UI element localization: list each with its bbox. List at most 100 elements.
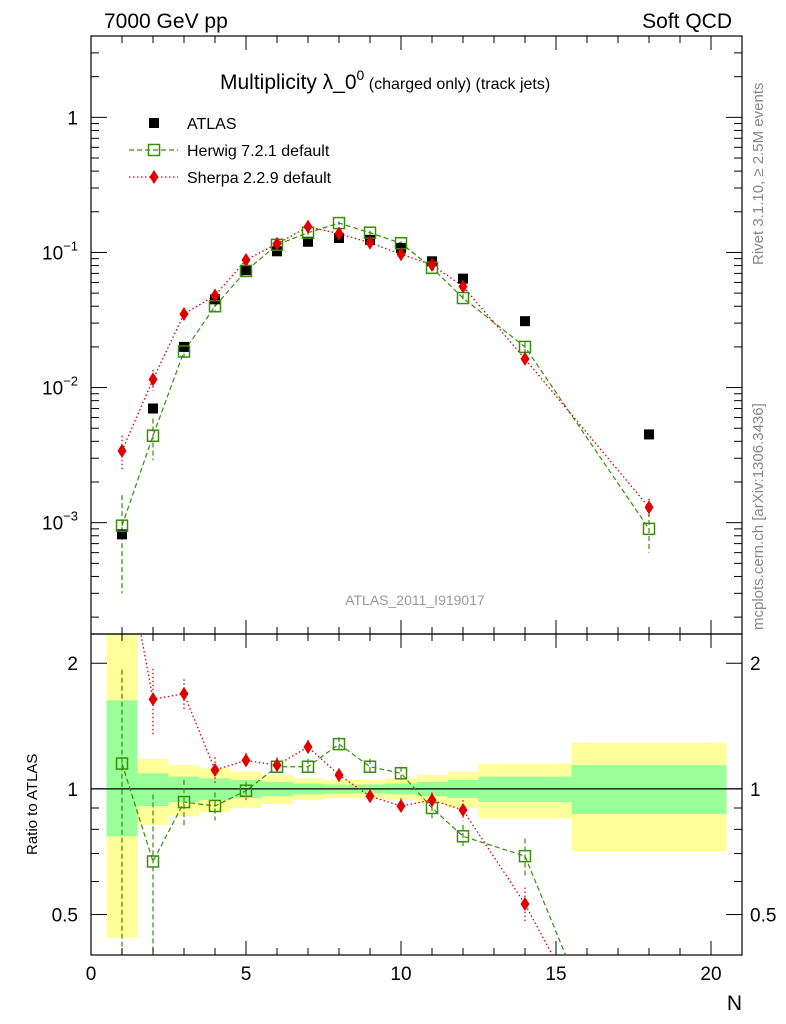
atlas-point (303, 236, 313, 247)
sherpa-point (148, 692, 158, 707)
herwig-point (146, 855, 160, 868)
sherpa-point (117, 443, 127, 458)
sherpa-point (272, 236, 282, 251)
y-tick-exp: −2 (63, 374, 78, 389)
band-inner (137, 773, 169, 806)
herwig-ratio-line (121, 743, 567, 955)
analysis-id: ATLAS_2011_I919017 (345, 592, 485, 608)
sherpa-point (210, 288, 220, 303)
title-sup: 0 (357, 67, 365, 83)
legend-atlas (149, 118, 159, 128)
herwig-point (239, 784, 253, 797)
sherpa-point (272, 758, 282, 773)
y-tick-base: 10 (42, 514, 63, 535)
sherpa-point (334, 226, 344, 241)
atlas-point (520, 316, 530, 327)
atlas-point (117, 529, 127, 540)
atlas-point (644, 429, 654, 440)
herwig-point (147, 143, 161, 157)
x-tick-label: 20 (700, 964, 721, 985)
x-tick-label: 0 (86, 964, 97, 985)
sherpa-point (179, 307, 189, 322)
atlas-point (179, 341, 189, 352)
y-tick-exp: −3 (63, 509, 78, 524)
y-tick-label: 10−1 (42, 238, 78, 264)
mc-lines (121, 221, 650, 955)
sherpa-point (241, 252, 251, 267)
ratio-y-tick-label-right: 1 (750, 780, 761, 801)
ratio-markers (115, 686, 593, 1024)
legend: ATLAS Herwig 7.2.1 default Sherpa 2.2.9 … (129, 116, 332, 187)
sherpa-point (427, 257, 437, 272)
y-tick-base: 10 (42, 379, 63, 400)
herwig-line (121, 222, 650, 530)
ratio-ylabel: Ratio to ATLAS (24, 754, 41, 855)
sherpa-point (583, 1013, 592, 1024)
band-inner (571, 765, 727, 815)
herwig-point (642, 522, 656, 536)
header-left: 7000 GeV pp (104, 10, 228, 33)
herwig-point (177, 345, 191, 358)
herwig-point (332, 737, 346, 751)
x-axis-label: N (727, 992, 742, 1015)
atlas-point (149, 118, 159, 128)
atlas-point (272, 246, 282, 257)
main-markers (115, 216, 656, 540)
mcplots-label: mcplots.cern.ch [arXiv:1306.3436] (750, 403, 767, 630)
sherpa-point (334, 767, 344, 782)
legend-label-atlas: ATLAS (187, 116, 237, 133)
y-tick-base: 10 (42, 243, 63, 264)
sherpa-point (365, 789, 375, 804)
herwig-point (363, 760, 377, 773)
herwig-point (394, 767, 408, 780)
sherpa-point (458, 279, 468, 294)
ratio-y-tick-label: 1 (67, 780, 78, 801)
header-right: Soft QCD (642, 10, 732, 33)
data-markers (115, 216, 656, 1024)
main-lines (121, 221, 650, 594)
y-tick-label: 1 (67, 108, 78, 129)
sherpa-line (121, 226, 650, 508)
sherpa-point (241, 753, 251, 768)
rivet-label: Rivet 3.1.10, ≥ 2.5M events (750, 83, 767, 266)
herwig-point (146, 429, 160, 442)
sherpa-point (396, 247, 406, 262)
sherpa-point (303, 739, 313, 754)
sherpa-point (303, 219, 313, 234)
title-main: Multiplicity λ_0 (220, 71, 357, 94)
x-tick-label: 5 (241, 964, 252, 985)
sherpa-point (149, 170, 159, 184)
herwig-point (582, 1002, 593, 1013)
y-tick-exp: −1 (63, 238, 78, 253)
atlas-point (148, 403, 158, 414)
sherpa-point (148, 372, 158, 387)
sherpa-point (458, 803, 468, 818)
sherpa-point (396, 798, 406, 813)
ratio-lines (121, 634, 567, 955)
legend-herwig (129, 143, 178, 157)
sherpa-point (179, 686, 189, 701)
axes-frames (90, 35, 743, 956)
main-title: Multiplicity λ_00 (charged only) (track … (220, 67, 550, 94)
title-tail: (charged only) (track jets) (364, 76, 550, 93)
ratio-frame (90, 633, 743, 956)
ratio-y-tick-label-right: 2 (750, 654, 761, 675)
legend-label-herwig: Herwig 7.2.1 default (187, 143, 330, 160)
sherpa-point (520, 351, 530, 366)
ratio-y-tick-label: 0.5 (52, 906, 78, 927)
atlas-point (458, 273, 468, 284)
herwig-point (301, 760, 315, 773)
ratio-y-tick-label: 2 (67, 654, 78, 675)
x-tick-label: 10 (390, 964, 411, 985)
sherpa-point (365, 235, 375, 250)
herwig-point (456, 830, 470, 843)
ratio-y-tick-label-right: 0.5 (750, 906, 776, 927)
atlas-point (241, 265, 251, 276)
sherpa-point (427, 793, 437, 808)
herwig-point (115, 757, 129, 770)
x-tick-label: 15 (545, 964, 566, 985)
ratio-uncertainty-bands (106, 634, 727, 938)
sherpa-point (210, 762, 220, 777)
